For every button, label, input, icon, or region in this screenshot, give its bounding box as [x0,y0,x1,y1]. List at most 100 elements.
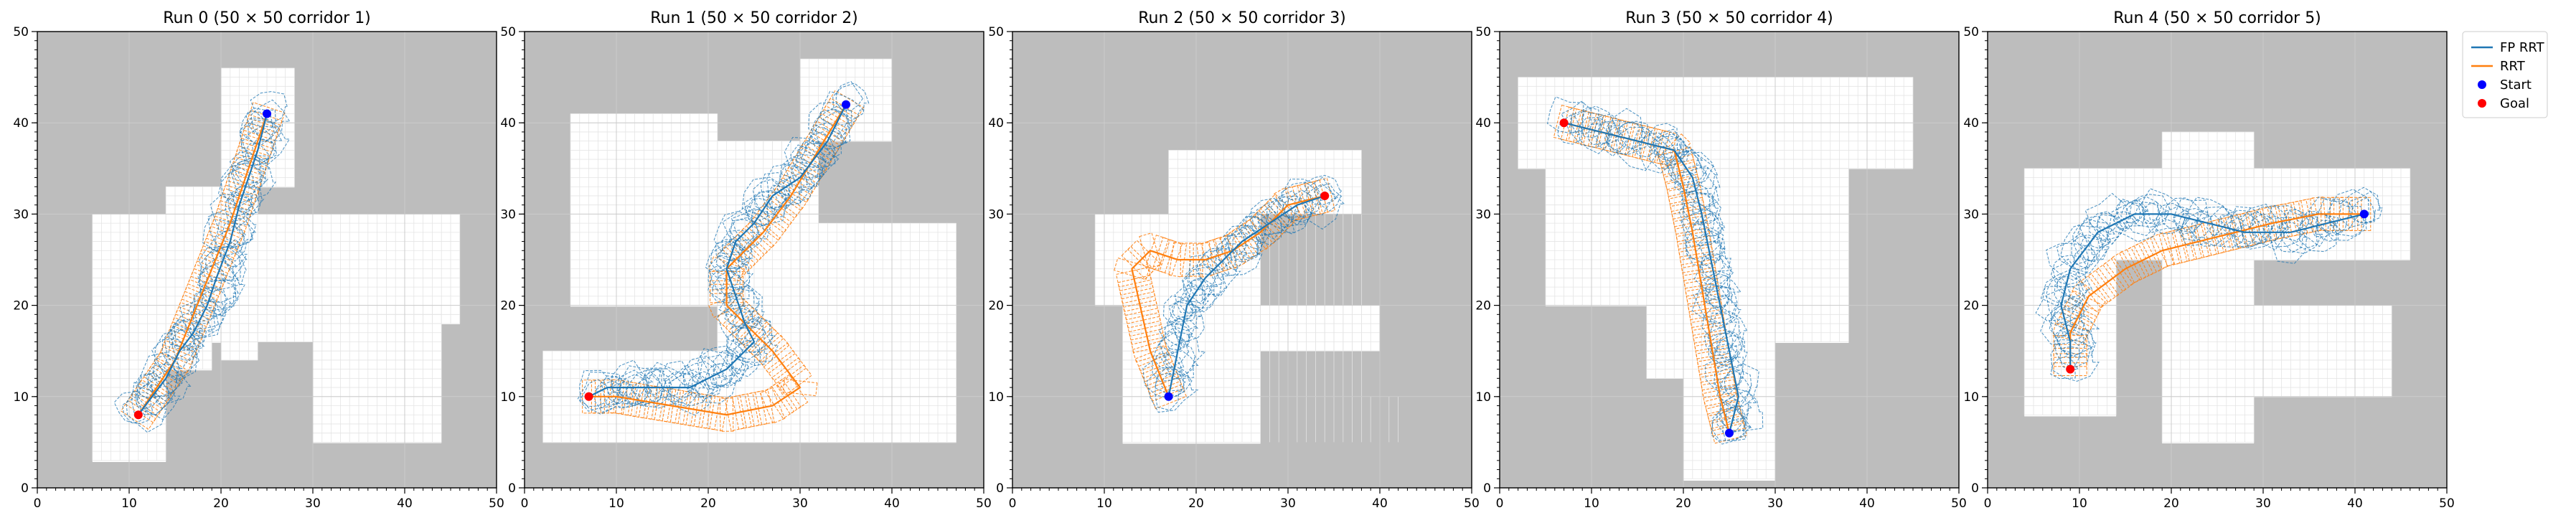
fp-rrt-path-line [137,113,268,415]
y-tick-label: 0 [1971,481,1979,496]
chart-title: Run 1 (50 × 50 corridor 2) [650,9,858,27]
fp-rrt-footprint [1701,253,1733,284]
fp-rrt-footprint [208,219,254,262]
fp-rrt-footprint [1670,149,1708,194]
fp-rrt-footprint [611,359,654,407]
x-tick-label: 0 [1496,496,1504,511]
fp-rrt-footprint [2056,232,2096,270]
fp-rrt-footprint [735,337,768,367]
fp-rrt-footprint [732,304,761,329]
fp-rrt-footprint [731,208,771,242]
x-tick-label: 0 [521,496,529,511]
fp-rrt-footprints [113,91,291,433]
free-cell-1 [1546,168,1683,306]
fp-rrt-footprint [718,234,753,270]
x-tick-label: 40 [1372,496,1388,511]
chart-panel-4: 0 10 20 30 40 50 0 10 20 30 40 50 Run 4 (50 × 50 cor… [1963,9,2454,511]
x-tick-label: 10 [121,496,137,511]
fp-rrt-footprint [1604,108,1644,156]
fp-rrt-footprint [2180,210,2215,246]
fp-rrt-footprint [227,194,253,217]
fp-rrt-footprint [1712,344,1739,369]
rrt-footprint [1114,257,1150,281]
fp-rrt-footprint [169,319,204,351]
fp-rrt-footprint [1680,193,1716,224]
fp-rrt-footprint [766,164,808,208]
fp-rrt-footprint [205,242,241,282]
fp-rrt-footprint [1711,334,1748,368]
chart-panel-0: 0 10 20 30 40 50 0 10 20 30 40 50 Run 0 (50 × 50 cor… [13,9,504,511]
fp-rrt-footprint [711,269,744,307]
start-marker [1164,392,1173,401]
rrt-footprint [2071,280,2106,313]
fp-rrt-footprint [601,375,633,406]
minor-ticks [34,31,497,491]
y-tick-label: 50 [13,25,29,39]
fp-rrt-footprint [1711,405,1752,445]
fp-rrt-footprint [1187,278,1217,313]
fp-rrt-footprint [1615,126,1669,171]
fp-rrt-footprint [1686,228,1721,266]
fp-rrt-footprint [2239,210,2274,245]
fp-rrt-footprint [1681,184,1711,215]
fp-rrt-footprint [2185,197,2234,239]
fp-rrt-footprint [710,240,742,273]
fp-rrt-footprint [2054,324,2097,358]
y-tick-label: 40 [500,116,516,131]
fp-rrt-footprint [131,382,161,413]
fp-rrt-footprint [1724,369,1752,403]
fp-rrt-footprint [1684,224,1723,260]
fp-rrt-footprint [1720,405,1746,431]
fp-rrt-footprint [1170,314,1205,344]
fp-rrt-footprint [779,154,824,189]
fp-rrt-footprint [708,258,751,303]
fp-rrt-footprint [1282,198,1310,226]
fp-rrt-footprint [1676,151,1719,194]
fp-rrt-path-line [1167,194,1325,397]
fp-rrt-footprints [2035,187,2383,382]
fp-rrt-footprint [2054,275,2090,311]
fp-rrt-footprint [2072,225,2112,262]
chart-title: Run 2 (50 × 50 corridor 3) [1138,9,1346,27]
fp-rrt-footprint [2108,198,2161,242]
fp-rrt-footprint [1708,312,1741,353]
fp-rrt-footprint [171,328,201,362]
fp-rrt-footprint [217,167,258,207]
rrt-footprint [1150,384,1188,410]
fp-rrt-footprint [1281,182,1326,224]
y-tick-label: 50 [1963,25,1979,39]
fp-rrt-footprint [135,384,174,415]
fp-rrt-footprint [189,306,221,339]
x-tick-label: 40 [884,496,900,511]
x-tick-label: 0 [34,496,42,511]
fp-rrt-footprint [646,368,685,399]
fp-rrt-footprint [2233,225,2257,248]
fp-rrt-footprint [2097,212,2122,233]
fp-rrt-footprint [232,183,262,216]
fp-rrt-footprint [726,318,779,363]
fp-rrt-footprint [804,122,847,164]
fp-rrt-footprint [1546,96,1584,134]
y-tick-label: 0 [508,481,516,496]
fp-rrt-footprint [2040,301,2085,345]
fp-rrt-footprint [1652,131,1682,159]
fp-rrt-footprint [1171,299,1194,321]
fp-rrt-footprint [782,172,813,202]
fp-rrt-footprint [2045,276,2071,304]
y-tick-label: 50 [1475,25,1491,39]
fp-rrt-footprint [2035,286,2082,321]
legend-marker [2478,99,2486,108]
fp-rrt-footprint [207,207,257,249]
fp-rrt-footprint [245,143,270,166]
fp-rrt-path-line [588,104,847,397]
fp-rrt-footprint [695,354,742,404]
cell-grid [542,58,956,443]
rrt-footprint [1139,232,1162,269]
fp-rrt-footprint [1217,243,1247,271]
fp-rrt-footprint [151,338,197,381]
fp-rrt-footprint [1578,116,1614,154]
fp-rrt-footprint [726,337,762,371]
fp-rrt-footprint [239,123,283,163]
y-tick-label: 10 [500,390,516,405]
fp-rrt-footprint [1686,165,1721,209]
